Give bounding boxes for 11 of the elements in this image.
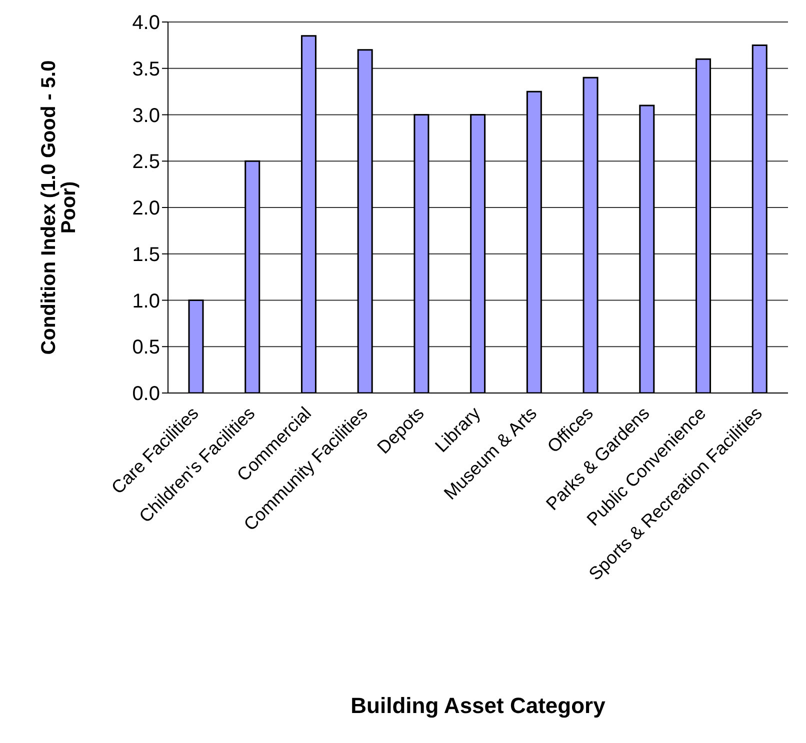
y-tick-label: 2.5 — [132, 151, 160, 174]
y-tick-label: 1.5 — [132, 244, 160, 266]
y-tick-label: 4.0 — [132, 12, 160, 34]
y-tick-label: 1.0 — [132, 290, 160, 312]
y-tick-label: 0.0 — [132, 383, 160, 406]
x-axis-title: Building Asset Category — [350, 693, 606, 718]
y-tick-label: 3.0 — [132, 104, 160, 127]
y-axis-title: Condition Index (1.0 Good - 5.0 Poor) — [38, 60, 80, 355]
y-tick-label: 3.5 — [132, 58, 160, 80]
y-tick-label: 0.5 — [132, 336, 160, 359]
y-tick-label: 2.0 — [132, 198, 160, 220]
